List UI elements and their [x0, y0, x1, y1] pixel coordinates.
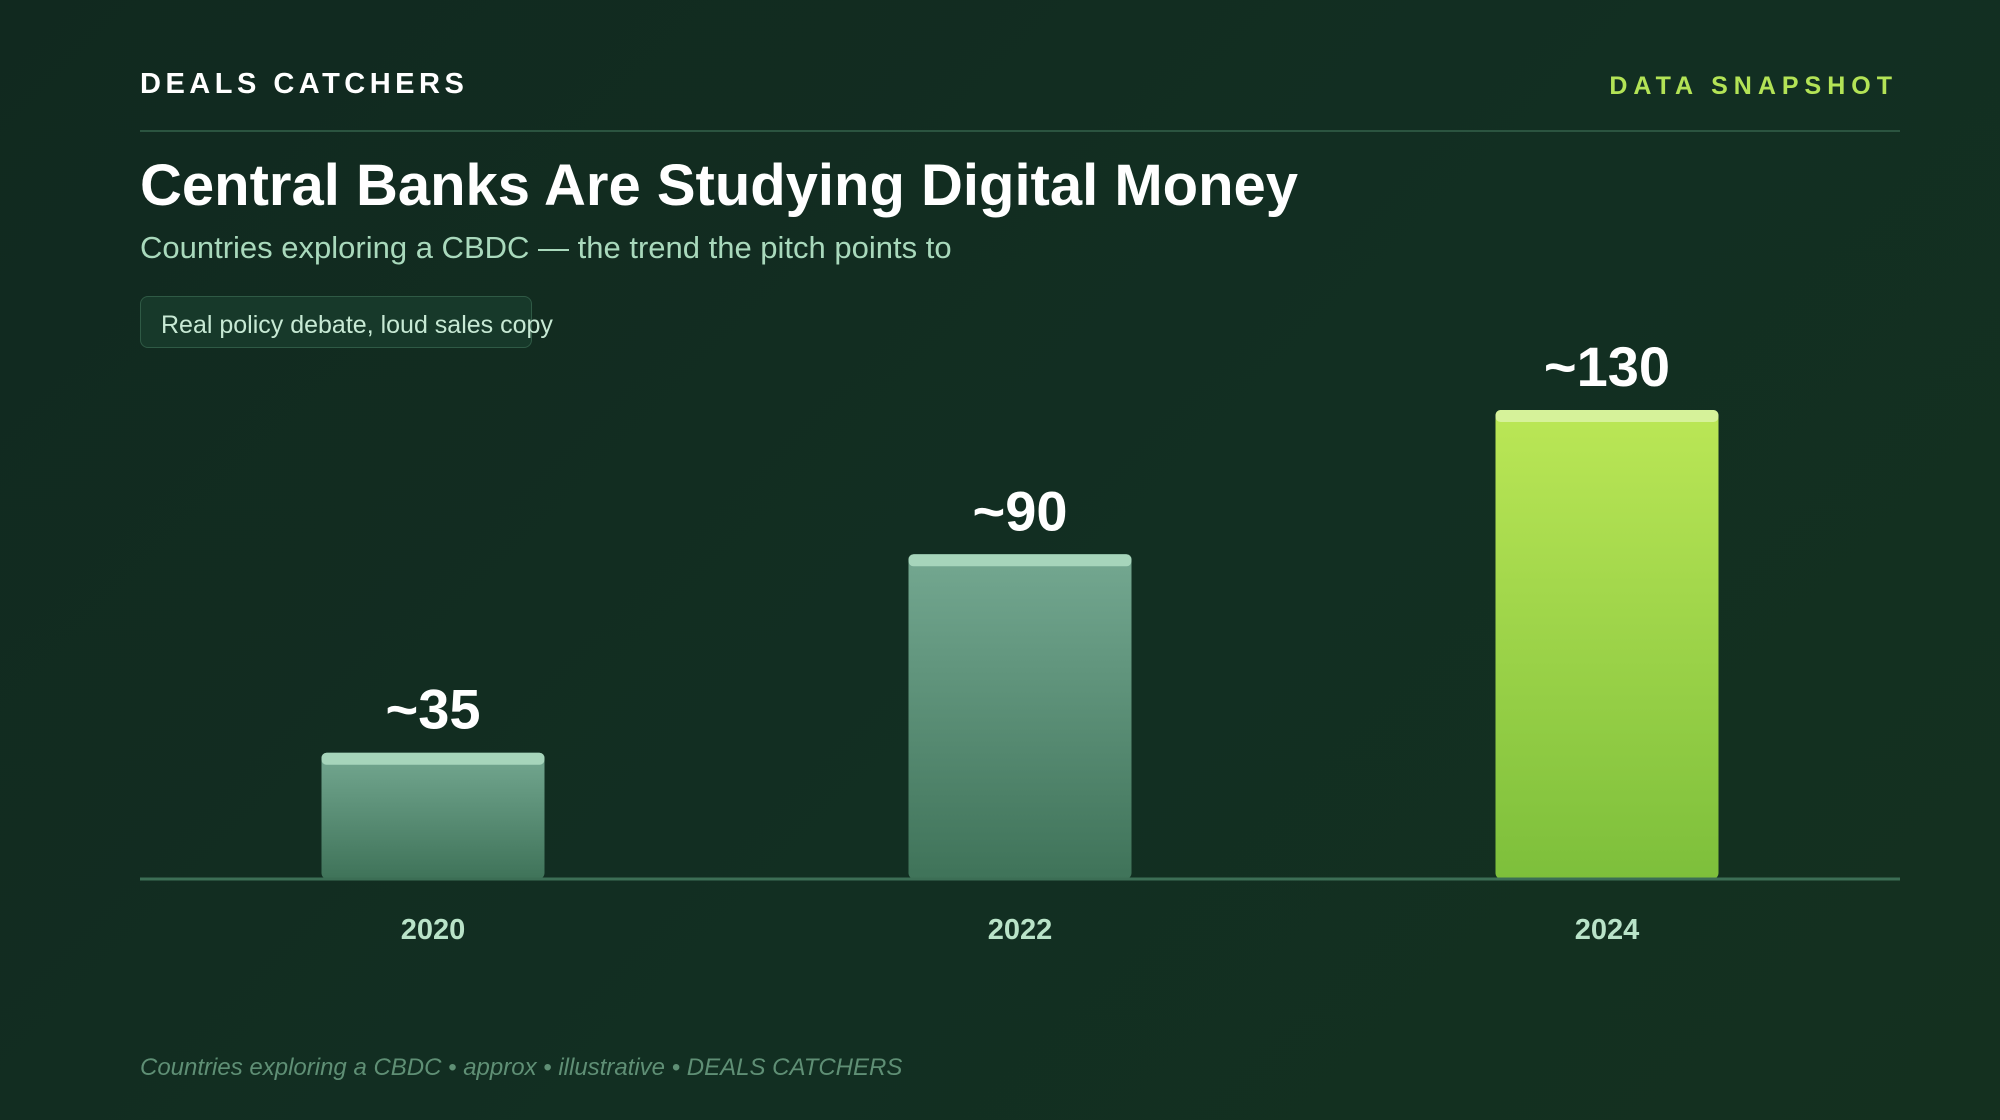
data-label-2024: ~130: [1544, 335, 1670, 398]
bar-cap-2020: [321, 752, 545, 765]
x-tick-label-2024: 2024: [1575, 914, 1640, 946]
bar-2020: [321, 752, 545, 879]
bar-2022: [908, 554, 1132, 879]
chart-subtitle: Countries exploring a CBDC — the trend t…: [140, 230, 952, 265]
header-divider: [140, 130, 1900, 132]
section-tag: DATA SNAPSHOT: [1609, 72, 1898, 100]
brand-name: DEALS CATCHERS: [140, 68, 469, 100]
bar-cap-2022: [908, 554, 1132, 567]
data-label-2020: ~35: [386, 678, 481, 741]
x-tick-label-2022: 2022: [988, 914, 1053, 946]
note-pill-label: Real policy debate, loud sales copy: [161, 311, 553, 339]
x-tick-label-2020: 2020: [401, 914, 466, 946]
note-pill: Real policy debate, loud sales copy: [140, 296, 553, 348]
bars-layer: ~35 2020 ~90 2022 ~130 2024: [321, 335, 1719, 946]
chart-title: Central Banks Are Studying Digital Money: [140, 153, 1299, 218]
data-label-2022: ~90: [973, 479, 1068, 542]
bar-2024: [1495, 410, 1719, 879]
bar-cap-2024: [1495, 410, 1719, 422]
footer-note: Countries exploring a CBDC • approx • il…: [140, 1054, 903, 1081]
